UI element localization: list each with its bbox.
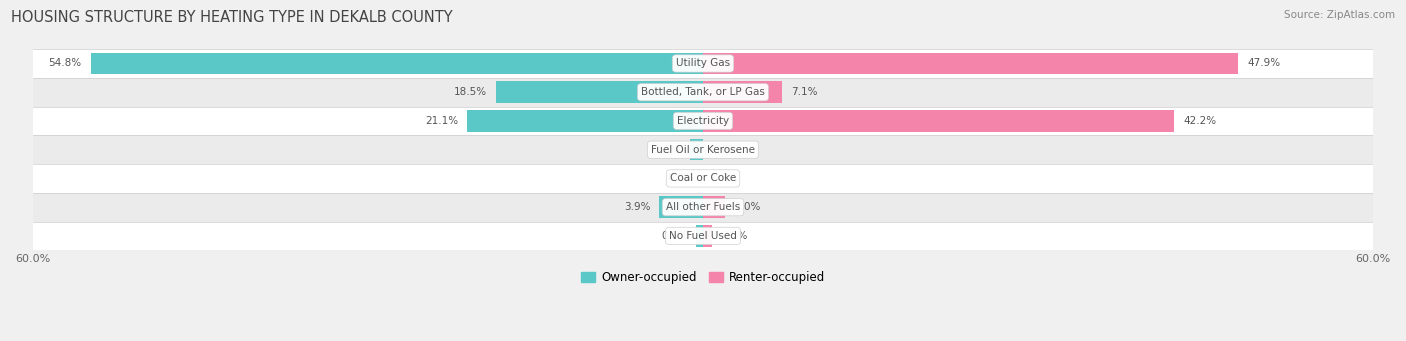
Text: 0.6%: 0.6% — [661, 231, 688, 241]
Text: Source: ZipAtlas.com: Source: ZipAtlas.com — [1284, 10, 1395, 20]
Text: 21.1%: 21.1% — [425, 116, 458, 126]
Bar — [91, 53, 703, 74]
Text: 3.9%: 3.9% — [624, 202, 651, 212]
Bar — [703, 110, 1174, 132]
Bar — [696, 225, 703, 247]
Legend: Owner-occupied, Renter-occupied: Owner-occupied, Renter-occupied — [576, 266, 830, 288]
Text: No Fuel Used: No Fuel Used — [669, 231, 737, 241]
Text: 2.0%: 2.0% — [734, 202, 761, 212]
Text: 0.0%: 0.0% — [711, 174, 738, 183]
Bar — [703, 81, 782, 103]
Bar — [32, 135, 1374, 164]
Text: 1.2%: 1.2% — [654, 145, 681, 155]
Text: 0.0%: 0.0% — [668, 174, 695, 183]
Bar — [496, 81, 703, 103]
Bar — [32, 78, 1374, 107]
Text: Electricity: Electricity — [676, 116, 730, 126]
Text: 18.5%: 18.5% — [454, 87, 488, 97]
Bar — [467, 110, 703, 132]
Bar — [703, 53, 1239, 74]
Text: Bottled, Tank, or LP Gas: Bottled, Tank, or LP Gas — [641, 87, 765, 97]
Text: 54.8%: 54.8% — [49, 58, 82, 69]
Bar — [703, 225, 711, 247]
Bar — [32, 193, 1374, 222]
Text: 0.0%: 0.0% — [711, 145, 738, 155]
Bar — [32, 49, 1374, 78]
Text: 42.2%: 42.2% — [1184, 116, 1216, 126]
Bar — [689, 139, 703, 161]
Text: 47.9%: 47.9% — [1247, 58, 1281, 69]
Text: Fuel Oil or Kerosene: Fuel Oil or Kerosene — [651, 145, 755, 155]
Bar — [32, 222, 1374, 250]
Bar — [659, 196, 703, 218]
Bar — [32, 164, 1374, 193]
Text: Coal or Coke: Coal or Coke — [669, 174, 737, 183]
Bar — [703, 196, 725, 218]
Text: 0.8%: 0.8% — [721, 231, 747, 241]
Text: 7.1%: 7.1% — [792, 87, 818, 97]
Text: HOUSING STRUCTURE BY HEATING TYPE IN DEKALB COUNTY: HOUSING STRUCTURE BY HEATING TYPE IN DEK… — [11, 10, 453, 25]
Text: Utility Gas: Utility Gas — [676, 58, 730, 69]
Text: All other Fuels: All other Fuels — [666, 202, 740, 212]
Bar — [32, 107, 1374, 135]
